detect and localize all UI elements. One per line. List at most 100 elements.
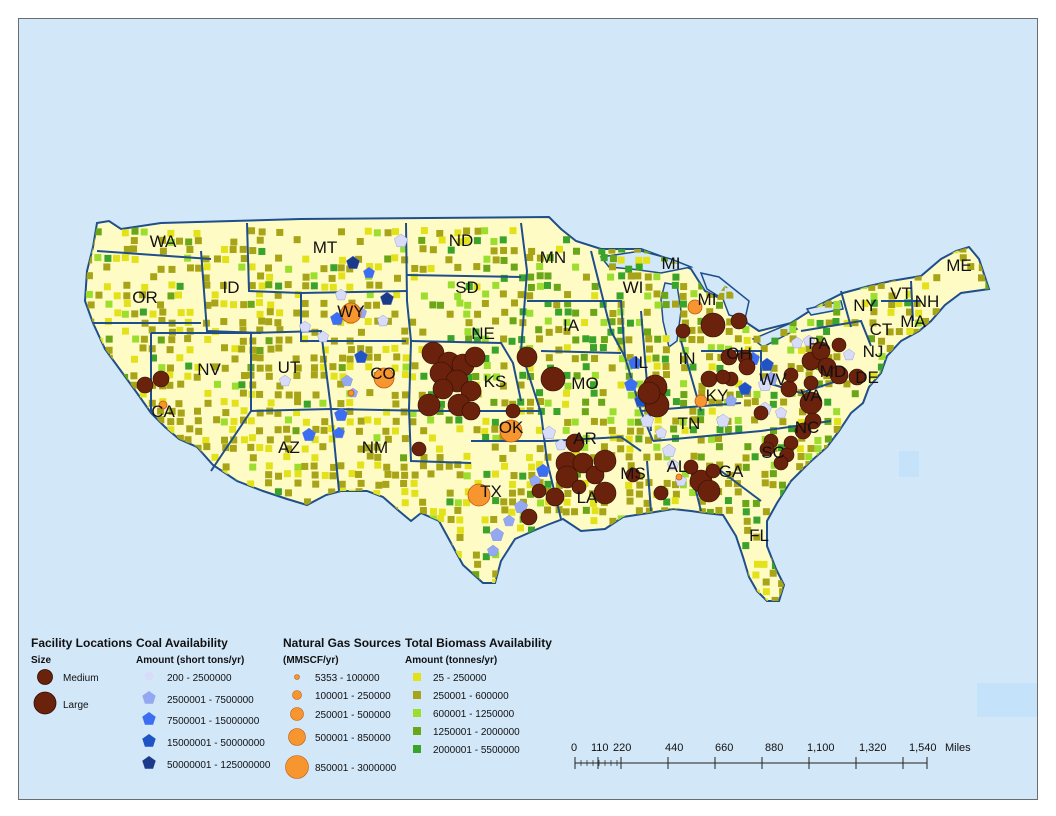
biomass-cell [608,426,616,434]
biomass-cell [256,390,264,398]
biomass-cell [635,490,643,498]
biomass-cell [384,317,392,325]
biomass-cell [202,274,210,282]
biomass-cell [904,507,912,515]
biomass-cell [418,542,426,550]
biomass-cell [600,254,608,262]
facility-location [417,393,441,417]
biomass-cell [517,524,525,532]
biomass-cell [563,498,571,506]
biomass-cell [724,497,732,505]
facility-location [540,366,566,392]
biomass-cell [285,391,293,399]
biomass-cell [141,580,149,588]
biomass-cell [589,490,597,498]
biomass-cell [590,517,598,525]
biomass-cell [391,310,399,318]
state-border [800,319,872,347]
biomass-cell [112,453,120,461]
biomass-cell [374,553,382,561]
coal-layer [279,233,855,557]
biomass-cell [301,310,309,318]
biomass-cell [275,336,283,344]
biomass-cell [879,524,887,532]
biomass-cell [420,454,428,462]
biomass-cell [456,526,464,534]
biomass-cell [499,596,507,601]
biomass-cell [240,436,248,444]
biomass-cell [463,578,471,586]
biomass-cell [185,569,193,577]
biomass-cell [130,498,138,506]
biomass-cell [580,589,588,597]
biomass-cell [348,470,356,478]
biomass-cell [220,418,228,426]
biomass-cell [753,560,761,568]
coal-source [490,527,504,541]
biomass-cell [589,336,597,344]
biomass-cell [294,364,302,372]
biomass-cell [400,480,408,488]
biomass-cell [131,417,139,425]
biomass-cell [958,425,966,433]
biomass-cell [231,382,239,390]
biomass-cell [274,525,282,533]
gas-legend-swatch-5 [285,755,309,779]
facility-medium-label: Medium [63,673,99,684]
biomass-cell [706,543,714,551]
biomass-cell [616,292,624,300]
biomass-cell [960,344,968,352]
biomass-cell [483,264,491,272]
biomass-cell [960,517,968,525]
biomass-cell [474,479,482,487]
biomass-cell [842,435,850,443]
facility-location [653,485,669,501]
biomass-cell [652,551,660,559]
biomass-cell [654,416,662,424]
biomass-cell [886,398,894,406]
biomass-cell [879,426,887,434]
biomass-cell [168,553,176,561]
state-label-md: MD [820,362,846,381]
biomass-cell [806,300,814,308]
biomass-cell [753,533,761,541]
biomass-cell [85,290,93,298]
biomass-cell [537,499,545,507]
biomass-cell [229,588,237,596]
biomass-cell [868,596,876,601]
biomass-cell [112,481,120,489]
biomass-cell [374,453,382,461]
biomass-cell [357,561,365,569]
biomass-cell [491,346,499,354]
biomass-cell [258,560,266,568]
biomass-cell [734,488,742,496]
biomass-cell [285,533,293,541]
biomass-cell [590,308,598,316]
state-border [405,222,472,464]
biomass-cell [734,570,742,578]
biomass-cell [320,265,328,273]
biomass-cell [229,246,237,254]
coal-source [363,266,375,279]
biomass-cell [321,471,329,479]
biomass-cell [247,579,255,587]
biomass-cell [779,310,787,318]
biomass-cell [401,553,409,561]
biomass-cell [609,310,617,318]
biomass-cell [105,498,113,506]
biomass-cell [166,587,174,595]
scale-tick-440: 440 [665,742,683,754]
coal-legend-label-5: 50000001 - 125000000 [167,760,271,771]
biomass-cell [922,443,930,451]
biomass-cell [672,417,680,425]
biomass-cell [859,472,867,480]
biomass-cell [958,301,966,309]
biomass-cell [121,507,129,515]
biomass-cell [870,497,878,505]
biomass-cell [204,598,212,601]
biomass-cell [490,247,498,255]
biomass-cell [697,436,705,444]
biomass-cell [967,425,975,433]
biomass-cell [338,364,346,372]
biomass-cell [914,373,922,381]
